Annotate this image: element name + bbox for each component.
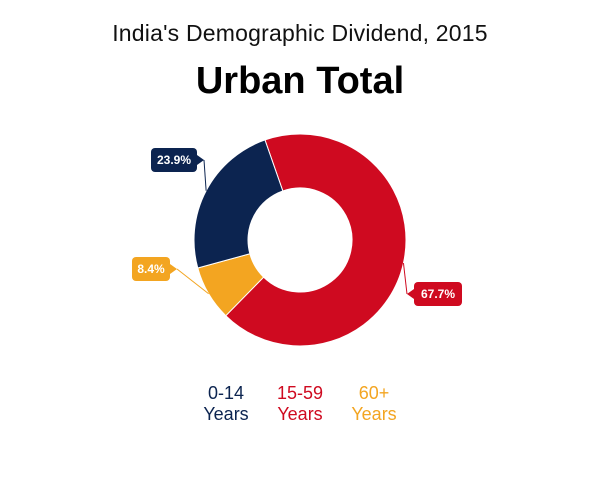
label-box [132,257,170,281]
label-box [414,282,462,306]
label-pointer [170,264,177,274]
label-connector [176,268,209,295]
donut-slices [193,133,407,347]
legend-label: Years [203,404,249,424]
data-label-60-plus: 8.4% [132,257,209,295]
donut-slice-0-14[interactable] [193,139,284,269]
chart-title: Urban Total [195,60,405,102]
label-pointer [407,289,414,299]
legend-label: 60+ [358,383,390,403]
legend-item-15-59[interactable]: 15-59 Years [271,383,329,425]
chart-subtitle: India's Demographic Dividend, 2015 [112,20,488,46]
legend-item-60-plus[interactable]: 60+ Years [345,383,403,425]
label-box [151,148,197,172]
legend-item-0-14[interactable]: 0-14 Years [197,383,255,425]
label-pointer [197,155,204,165]
legend: 0-14 Years 15-59 Years 60+ Years [0,383,600,425]
label-text: 23.9% [157,153,191,167]
legend-label: 15-59 [276,383,324,403]
legend-label: 0-14 [207,383,245,403]
label-text: 8.4% [137,262,165,276]
label-connector [203,159,207,191]
data-label-15-59: 67.7% [402,262,462,306]
legend-label: Years [277,404,323,424]
donut-slice-15-59[interactable] [225,133,407,347]
legend-label: Years [351,404,397,424]
data-label-0-14: 23.9% [151,148,207,191]
label-text: 67.7% [421,287,455,301]
label-connector [402,262,408,295]
